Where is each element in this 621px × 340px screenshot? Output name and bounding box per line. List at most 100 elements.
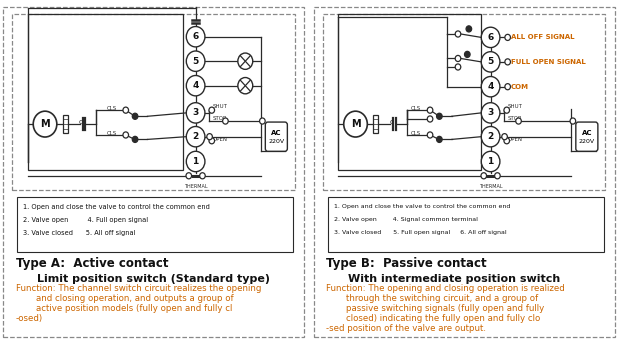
Circle shape: [481, 151, 500, 172]
Text: With intermediate position switch: With intermediate position switch: [348, 274, 560, 284]
Circle shape: [481, 103, 500, 123]
Circle shape: [238, 78, 253, 94]
Circle shape: [186, 126, 205, 147]
FancyBboxPatch shape: [265, 122, 288, 151]
Circle shape: [481, 76, 500, 97]
Text: 2: 2: [487, 132, 494, 141]
Circle shape: [186, 51, 205, 71]
Circle shape: [437, 136, 442, 142]
Text: 1: 1: [487, 157, 494, 166]
Text: 2. Valve open        4. Signal common terminal: 2. Valve open 4. Signal common terminal: [334, 217, 478, 222]
Circle shape: [465, 51, 470, 57]
Text: 5: 5: [487, 57, 494, 66]
Text: 1. Open and close the valve to control the common end: 1. Open and close the valve to control t…: [334, 204, 510, 209]
Text: M: M: [351, 119, 360, 129]
Bar: [338, 14, 481, 170]
Text: Type A:  Active contact: Type A: Active contact: [16, 257, 168, 270]
Text: OPEN: OPEN: [212, 137, 228, 142]
Text: c: c: [79, 119, 83, 125]
Circle shape: [494, 173, 501, 179]
Text: 6: 6: [193, 32, 199, 41]
Circle shape: [33, 111, 57, 137]
Circle shape: [504, 107, 509, 113]
Circle shape: [455, 31, 461, 37]
Text: CLS: CLS: [107, 106, 117, 111]
Text: CLS: CLS: [107, 132, 117, 136]
Circle shape: [260, 118, 265, 124]
Circle shape: [344, 111, 367, 137]
Circle shape: [437, 113, 442, 119]
Text: STOP: STOP: [508, 116, 522, 121]
Bar: [323, 14, 605, 190]
Text: SHUT: SHUT: [508, 104, 522, 109]
Circle shape: [238, 53, 253, 69]
Text: Type B:  Passive contact: Type B: Passive contact: [326, 257, 487, 270]
Text: 3: 3: [487, 108, 494, 117]
Text: 2. Valve open         4. Full open signal: 2. Valve open 4. Full open signal: [24, 217, 148, 223]
Text: Function: The opening and closing operation is realized: Function: The opening and closing operat…: [326, 284, 564, 292]
Text: closed) indicating the fully open and fully clo: closed) indicating the fully open and fu…: [347, 314, 540, 323]
Bar: [28, 14, 183, 170]
Text: CLS: CLS: [411, 132, 421, 136]
Circle shape: [132, 113, 138, 119]
Text: THERMAL: THERMAL: [184, 184, 207, 189]
Bar: [328, 197, 604, 252]
Text: 1. Open and close the valve to control the common end: 1. Open and close the valve to control t…: [24, 204, 210, 210]
Text: through the switching circuit, and a group of: through the switching circuit, and a gro…: [347, 294, 538, 303]
Text: AC: AC: [271, 130, 281, 136]
Text: 4: 4: [487, 82, 494, 91]
Text: 3: 3: [193, 108, 199, 117]
Text: Function: The channel switch circuit realizes the opening: Function: The channel switch circuit rea…: [16, 284, 261, 292]
Circle shape: [481, 27, 500, 48]
Circle shape: [123, 132, 129, 138]
Text: 3. Valve closed      5. Full open signal     6. All off signal: 3. Valve closed 5. Full open signal 6. A…: [334, 230, 506, 235]
Text: 220V: 220V: [268, 139, 284, 144]
Circle shape: [209, 107, 215, 113]
Text: SHUT: SHUT: [212, 104, 227, 109]
Circle shape: [427, 132, 433, 138]
Text: c: c: [389, 119, 393, 125]
Text: OPEN: OPEN: [508, 137, 523, 142]
Circle shape: [186, 173, 191, 179]
FancyBboxPatch shape: [576, 122, 598, 151]
Text: AC: AC: [582, 130, 592, 136]
Text: CLS: CLS: [411, 106, 421, 111]
Text: passive switching signals (fully open and fully: passive switching signals (fully open an…: [347, 304, 545, 313]
Text: Limit position switch (Standard type): Limit position switch (Standard type): [37, 274, 270, 284]
Text: M: M: [40, 119, 50, 129]
Circle shape: [427, 107, 433, 113]
Circle shape: [207, 134, 212, 140]
Text: STOP: STOP: [212, 116, 227, 121]
Text: 2: 2: [193, 132, 199, 141]
Text: -osed): -osed): [16, 314, 43, 323]
Circle shape: [505, 84, 510, 90]
Text: 1: 1: [193, 157, 199, 166]
Text: -sed position of the valve are output.: -sed position of the valve are output.: [326, 324, 486, 333]
Circle shape: [505, 59, 510, 65]
Text: COM: COM: [510, 84, 528, 90]
Circle shape: [455, 64, 461, 70]
Circle shape: [209, 138, 215, 144]
Circle shape: [466, 26, 472, 32]
Bar: [12, 14, 295, 190]
Text: THERMAL: THERMAL: [479, 184, 502, 189]
Circle shape: [123, 107, 129, 113]
Circle shape: [186, 75, 205, 96]
Text: 6: 6: [487, 33, 494, 42]
Circle shape: [481, 126, 500, 147]
Circle shape: [505, 34, 510, 40]
Text: ALL OFF SIGNAL: ALL OFF SIGNAL: [510, 34, 574, 40]
Circle shape: [427, 116, 433, 122]
Circle shape: [570, 118, 576, 124]
Bar: [373, 115, 378, 133]
Bar: [17, 197, 294, 252]
Text: 4: 4: [193, 81, 199, 90]
Circle shape: [481, 173, 487, 179]
Text: 3. Valve closed      5. All off signal: 3. Valve closed 5. All off signal: [24, 230, 136, 236]
Circle shape: [186, 103, 205, 123]
Circle shape: [504, 138, 509, 144]
Circle shape: [502, 134, 507, 140]
Text: 5: 5: [193, 57, 199, 66]
Circle shape: [222, 118, 229, 124]
Circle shape: [481, 52, 500, 72]
